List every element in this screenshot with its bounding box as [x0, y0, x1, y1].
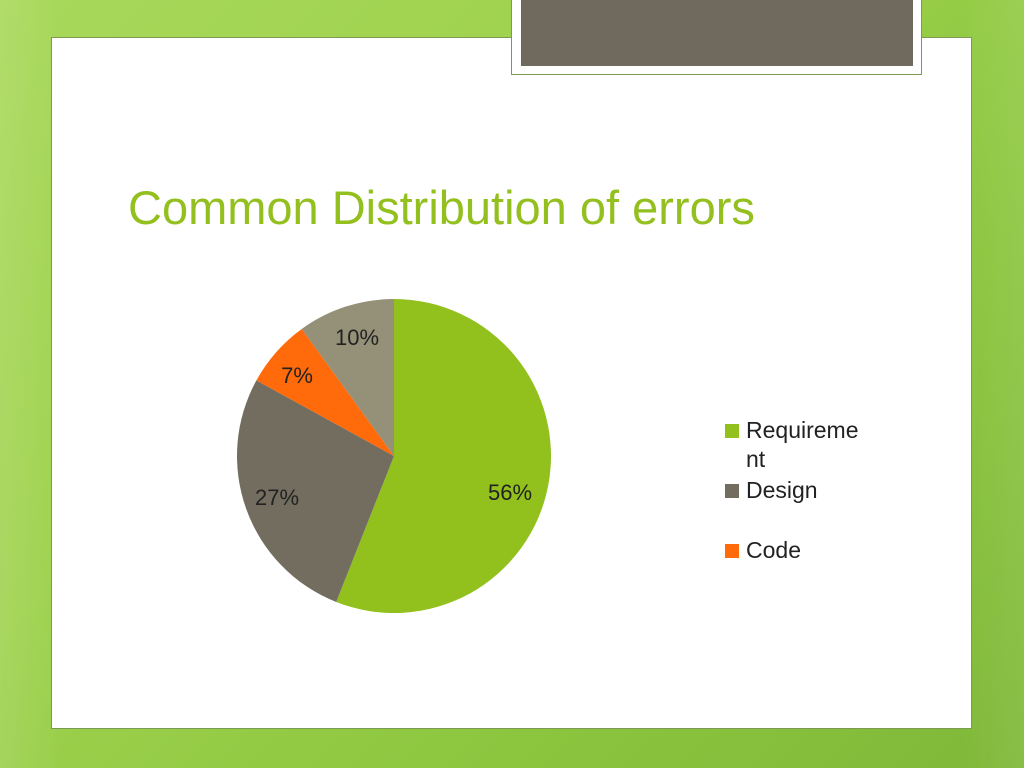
- legend-swatch: [725, 544, 739, 558]
- legend-item-code: Code: [725, 536, 885, 566]
- legend-item-requirement: Requirement: [725, 416, 885, 476]
- data-label-other: 10%: [335, 325, 379, 350]
- legend-label: Requirement: [746, 417, 859, 472]
- legend-label: Design: [746, 477, 818, 503]
- legend-swatch: [725, 424, 739, 438]
- pie-slice-other: [301, 299, 394, 456]
- header-tab-fill: [521, 0, 913, 66]
- slide-title: Common Distribution of errors: [128, 181, 755, 234]
- pie-slice-design: [237, 380, 394, 602]
- data-label-design: 27%: [255, 485, 299, 510]
- legend-item-design: Design: [725, 476, 885, 536]
- pie-slice-requirement: [336, 299, 551, 613]
- header-tab: [511, 0, 922, 75]
- legend-swatch: [725, 484, 739, 498]
- legend-label: Code: [746, 537, 801, 563]
- pie-slice-code: [256, 328, 394, 456]
- data-label-code: 7%: [281, 363, 313, 388]
- chart-legend: Requirement Design Code: [725, 416, 885, 566]
- data-label-requirement: 56%: [488, 480, 532, 505]
